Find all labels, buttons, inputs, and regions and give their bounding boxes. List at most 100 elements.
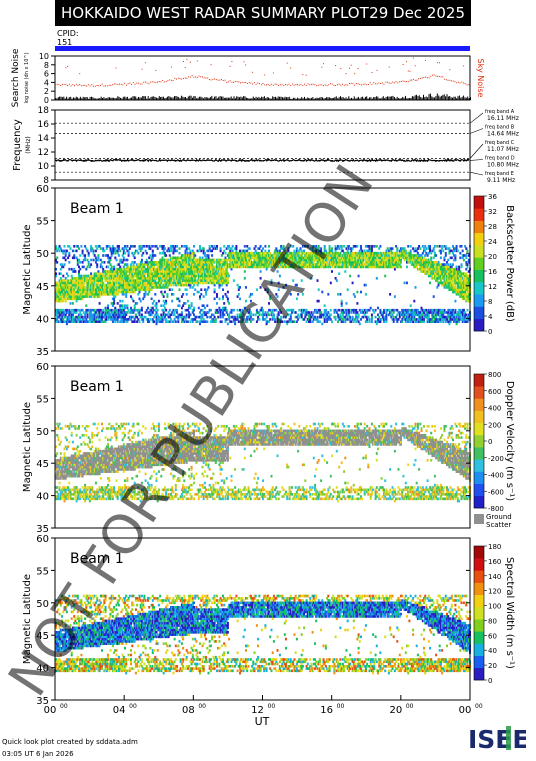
sky-noise-point	[357, 83, 359, 85]
data-cell	[234, 263, 237, 266]
data-cell	[107, 311, 109, 314]
data-cell	[254, 245, 257, 248]
data-cell	[165, 270, 168, 273]
search-noise-bar	[429, 93, 431, 100]
data-cell	[337, 320, 339, 323]
data-cell	[57, 293, 60, 296]
data-cell	[324, 251, 327, 255]
data-cell	[144, 293, 147, 296]
data-cell	[155, 304, 158, 307]
data-cell	[172, 293, 175, 296]
search-noise-bar	[234, 98, 236, 100]
search-noise-bar	[61, 97, 63, 100]
data-cell	[262, 251, 264, 255]
data-cell	[170, 279, 172, 282]
data-cell	[63, 293, 66, 296]
data-cell	[75, 245, 78, 248]
data-cell	[328, 265, 331, 269]
data-cell	[184, 258, 187, 262]
data-cell	[140, 254, 143, 257]
search-noise-bar	[71, 98, 73, 100]
data-cell	[329, 265, 332, 269]
data-cell	[203, 313, 206, 317]
search-noise-bar	[392, 95, 394, 100]
data-cell	[61, 283, 64, 287]
data-cell	[191, 274, 194, 278]
data-cell	[245, 261, 247, 264]
data-cell	[155, 315, 158, 319]
data-cell	[58, 249, 61, 253]
data-cell	[128, 267, 131, 271]
search-noise-bar	[176, 96, 178, 100]
sky-noise-point	[79, 73, 81, 75]
data-cell	[321, 254, 324, 257]
data-cell	[188, 272, 191, 275]
data-cell	[247, 263, 250, 266]
data-cell	[341, 249, 344, 253]
data-cell	[149, 265, 152, 269]
data-cell	[62, 308, 65, 312]
data-cell	[132, 245, 135, 248]
data-cell	[155, 306, 158, 310]
data-cell	[143, 286, 146, 289]
data-cell	[423, 308, 425, 312]
data-cell	[88, 265, 91, 269]
frequency-ylabel: Frequency	[12, 119, 23, 171]
data-cell	[345, 313, 348, 317]
data-cell	[403, 251, 406, 255]
data-cell	[281, 254, 284, 257]
data-cell	[173, 249, 176, 253]
data-cell	[56, 308, 59, 312]
search-noise-bar	[117, 96, 119, 100]
sky-noise-point	[260, 84, 262, 86]
sky-noise-point	[293, 84, 295, 86]
data-cell	[393, 251, 396, 255]
data-cell	[191, 263, 194, 266]
data-cell	[139, 308, 142, 312]
data-cell	[385, 320, 388, 323]
sky-noise-point	[221, 79, 222, 81]
data-cell	[103, 286, 106, 289]
data-cell	[255, 256, 258, 260]
data-cell	[115, 313, 118, 317]
data-cell	[173, 311, 176, 314]
search-noise-bar	[288, 96, 290, 100]
data-cell	[374, 258, 377, 262]
data-cell	[201, 281, 204, 285]
data-cell	[225, 270, 228, 273]
sky-noise-point	[115, 67, 117, 69]
data-cell	[292, 254, 295, 257]
data-cell	[229, 249, 232, 253]
data-cell	[108, 256, 111, 260]
data-cell	[286, 308, 289, 312]
data-cell	[145, 258, 148, 262]
data-cell	[433, 251, 436, 255]
data-cell	[419, 265, 422, 269]
data-cell	[61, 315, 64, 319]
data-cell	[384, 318, 387, 321]
data-cell	[235, 318, 238, 321]
data-cell	[168, 249, 171, 253]
data-cell	[111, 274, 114, 278]
data-cell	[105, 288, 108, 291]
data-cell	[393, 261, 396, 264]
data-cell	[212, 270, 215, 273]
data-cell	[423, 270, 425, 273]
data-cell	[383, 251, 385, 255]
data-cell	[350, 247, 353, 250]
data-cell	[368, 256, 371, 260]
data-cell	[403, 254, 406, 257]
data-cell	[160, 265, 163, 269]
data-cell	[421, 315, 424, 319]
sky-noise-point	[84, 85, 86, 86]
data-cell	[415, 249, 418, 253]
data-cell	[98, 245, 101, 248]
data-cell	[58, 313, 61, 317]
data-cell	[114, 308, 117, 312]
data-cell	[293, 311, 296, 314]
sky-noise-point	[317, 84, 319, 86]
data-cell	[69, 315, 72, 319]
data-cell	[255, 308, 258, 312]
data-cell	[432, 261, 435, 264]
data-cell	[401, 313, 404, 317]
